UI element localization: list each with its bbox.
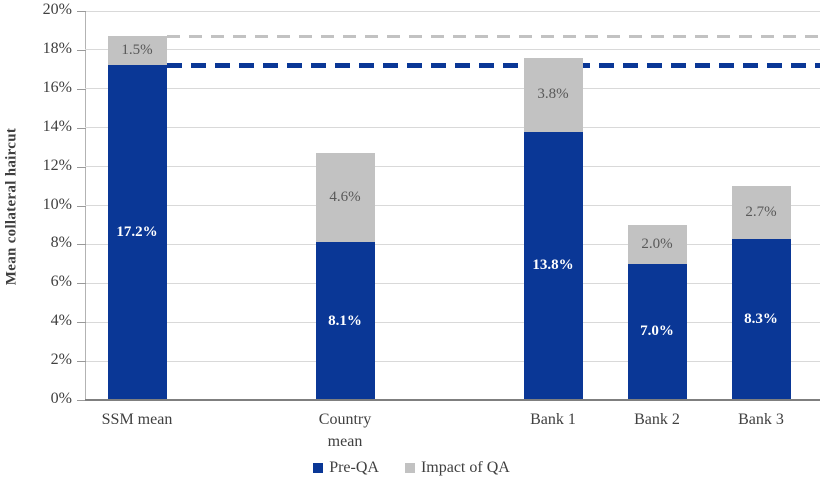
y-tick-label: 12% bbox=[42, 156, 72, 174]
gridline bbox=[85, 243, 820, 245]
data-label: 7.0% bbox=[640, 323, 674, 340]
bar-segment-impact-of-qa: 1.5% bbox=[107, 36, 167, 66]
y-tick-label: 14% bbox=[42, 117, 72, 135]
ssm-mean-post-qa-line bbox=[166, 34, 820, 38]
gridline bbox=[85, 360, 820, 362]
y-tick-mark bbox=[77, 322, 86, 324]
bar-segment-impact-of-qa: 3.8% bbox=[523, 57, 583, 132]
ssm-mean-pre-qa-line bbox=[166, 62, 820, 68]
x-category-label: Bank 3 bbox=[738, 411, 784, 428]
y-tick-mark bbox=[77, 244, 86, 246]
bar-segment-impact-of-qa: 2.7% bbox=[731, 186, 791, 239]
y-tick-mark bbox=[77, 166, 86, 168]
gridline bbox=[85, 205, 820, 206]
y-tick-mark bbox=[77, 205, 86, 207]
data-label: 1.5% bbox=[121, 42, 153, 59]
data-label: 2.0% bbox=[641, 235, 673, 252]
legend-label: Impact of QA bbox=[420, 459, 510, 476]
y-tick-label: 8% bbox=[50, 234, 72, 252]
legend-label: Pre-QA bbox=[329, 459, 379, 476]
data-label: 2.7% bbox=[745, 203, 777, 220]
bar-segment-impact-of-qa: 2.0% bbox=[627, 224, 687, 264]
y-tick-mark bbox=[77, 283, 86, 285]
data-label: 8.1% bbox=[328, 312, 362, 329]
gridline bbox=[85, 321, 820, 323]
y-tick-label: 4% bbox=[50, 312, 72, 330]
gridline bbox=[85, 10, 820, 12]
y-tick-mark bbox=[77, 361, 86, 363]
y-tick-label: 20% bbox=[42, 1, 72, 18]
data-label: 17.2% bbox=[116, 224, 158, 241]
y-tick-mark bbox=[77, 400, 86, 401]
bar-segment-pre-qa: 8.3% bbox=[731, 238, 791, 400]
y-tick-mark bbox=[77, 88, 86, 90]
gridline bbox=[85, 49, 820, 51]
x-category-label: SSM mean bbox=[101, 411, 173, 428]
gridline bbox=[85, 282, 820, 284]
y-tick-label: 10% bbox=[42, 195, 72, 213]
y-tick-label: 2% bbox=[50, 351, 72, 369]
legend-item-impact-of-qa: Impact of QA bbox=[404, 459, 510, 477]
legend-item-pre-qa: Pre-QA bbox=[313, 459, 379, 477]
legend-swatch-icon bbox=[404, 463, 415, 473]
bar-segment-pre-qa: 17.2% bbox=[107, 65, 167, 400]
bar-segment-pre-qa: 7.0% bbox=[627, 263, 687, 400]
y-tick-label: 18% bbox=[42, 39, 72, 57]
bar-segment-pre-qa: 13.8% bbox=[523, 131, 583, 400]
data-label: 8.3% bbox=[744, 310, 778, 327]
legend: Pre-QA Impact of QA bbox=[0, 459, 823, 477]
y-tick-mark bbox=[77, 127, 86, 129]
gridline bbox=[85, 166, 820, 168]
y-tick-label: 16% bbox=[42, 78, 72, 96]
x-axis-line bbox=[85, 399, 820, 401]
data-label: 13.8% bbox=[532, 257, 574, 274]
gridline bbox=[85, 88, 820, 90]
data-label: 4.6% bbox=[329, 189, 361, 206]
data-label: 3.8% bbox=[537, 86, 569, 103]
gridline bbox=[85, 127, 820, 129]
y-tick-mark bbox=[77, 49, 86, 51]
y-tick-mark bbox=[77, 11, 86, 12]
y-tick-label: 6% bbox=[50, 273, 72, 291]
x-category-label: Country mean bbox=[318, 411, 372, 450]
y-tick-label: 0% bbox=[50, 390, 72, 407]
x-category-label: Bank 1 bbox=[530, 411, 576, 428]
x-category-label: Bank 2 bbox=[634, 411, 680, 428]
bar-segment-impact-of-qa: 4.6% bbox=[315, 152, 375, 243]
bar-segment-pre-qa: 8.1% bbox=[315, 242, 375, 400]
legend-swatch-icon bbox=[313, 463, 324, 473]
